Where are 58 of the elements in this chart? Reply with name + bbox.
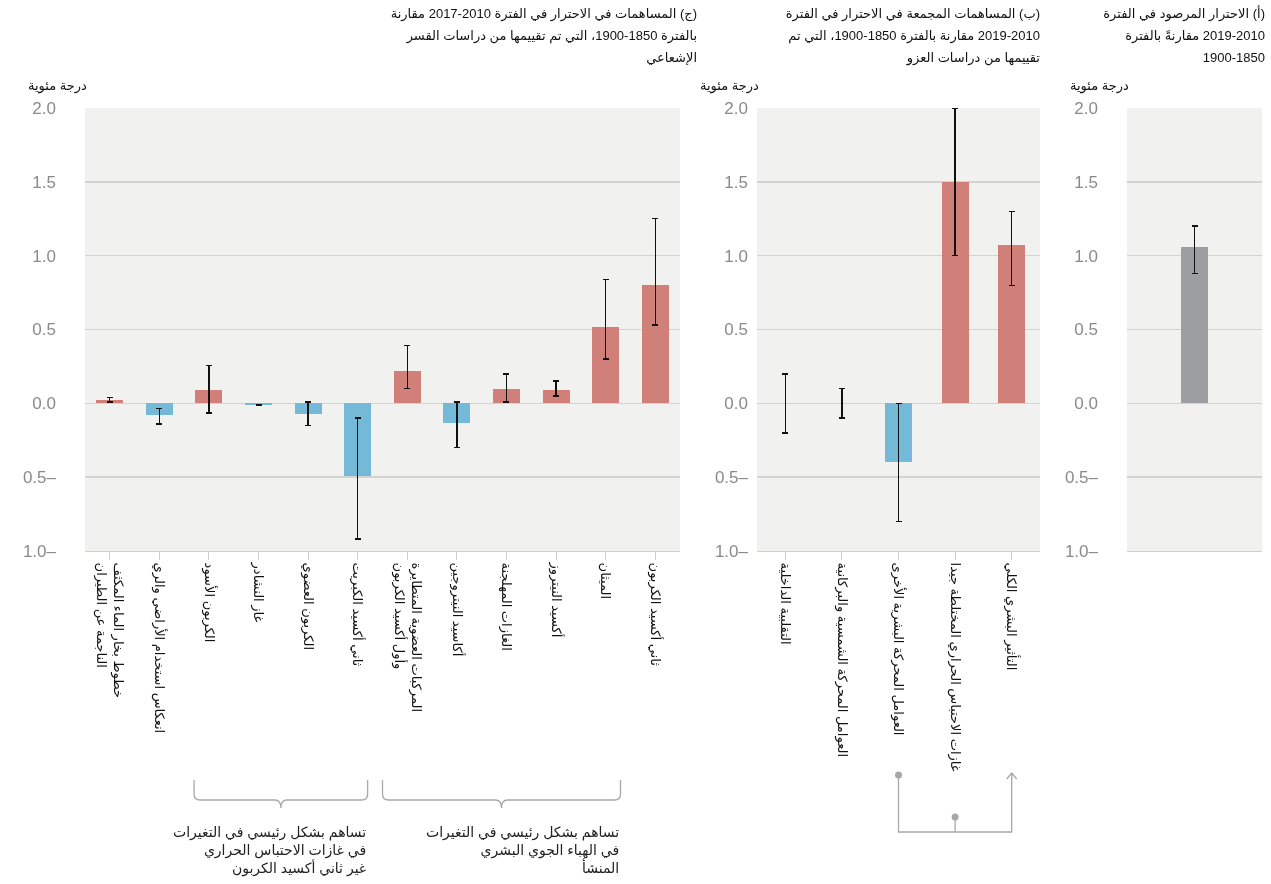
bar xyxy=(145,403,173,416)
x-tick-label: الكربون الأسود xyxy=(200,562,218,643)
x-tick-label: الغازات المهلجنة xyxy=(498,562,515,651)
x-tick-label: التأثير البشري الكلي xyxy=(1003,562,1022,671)
y-tick-label: 2.0 xyxy=(724,98,748,118)
x-tick-label: ثاني أكسيد الكربون xyxy=(646,562,664,667)
y-axis-title: درجة مئوية xyxy=(700,78,760,94)
x-tick-label: الكربون العضوي xyxy=(299,562,316,651)
y-tick-label: 0.5– xyxy=(1064,468,1099,488)
y-tick-label: 1.5 xyxy=(32,172,56,192)
bar xyxy=(592,326,620,404)
x-tick-label: غازات الاحتباس الحراري المختلطة جيدا xyxy=(946,562,963,772)
bar xyxy=(294,403,322,414)
x-tick-label: انعكاس استخدام الأراضي والري xyxy=(151,562,169,734)
y-tick-label: 1.5 xyxy=(1074,172,1098,192)
bar xyxy=(641,285,669,404)
y-tick-label: 0.0 xyxy=(1074,394,1098,414)
y-axis-title: درجة مئوية xyxy=(1070,78,1130,94)
x-tick-label: العوامل المحركة البشرية الأخرى xyxy=(890,562,908,736)
bar xyxy=(195,390,223,404)
x-tick-label: الميثان xyxy=(598,562,614,600)
y-tick-label: 0.0 xyxy=(724,394,748,414)
y-tick-label: 1.0– xyxy=(1064,541,1099,561)
y-tick-label: 0.0 xyxy=(32,394,56,414)
y-tick-label: 0.5– xyxy=(714,468,749,488)
bar xyxy=(941,181,969,404)
bar xyxy=(998,245,1026,404)
text: تساهم بشكل رئيسي في التغيرات في غازات الاحتباس الحراري غير ثاني أكسيد الكربون xyxy=(173,824,367,878)
y-tick-label: 2.0 xyxy=(1074,98,1098,118)
y-tick-label: 1.0 xyxy=(32,246,56,266)
chart-title: (ج) المساهمات في الاحترار في الفترة 2010-2017 مقارنة بالفترة 1850-1900، التي تم تقييمها من دراسات القسر الإشعاعي xyxy=(389,5,697,67)
y-tick-label: 1.0 xyxy=(724,246,748,266)
x-tick-label: المركبات العضوية المتطايرة وأول أكسيد الكربون xyxy=(390,562,424,713)
x-tick-label: غاز النشادر xyxy=(250,561,267,623)
text: تساهم بشكل رئيسي في التغيرات في الهباء الجوي البشري المنشأ xyxy=(426,824,620,877)
chart-title: (ب) المساهمات المجمعة في الاحترار في الفترة 2010-2019 مقارنة بالفترة 1850-1900، التي تم تقييمها من دراسات العزو xyxy=(784,5,1040,68)
chart-title: (أ) الاحترار المرصود في الفترة 2010-2019 مقارنةً بالفترة 1850-1900 xyxy=(1102,4,1265,67)
y-tick-label: 0.5– xyxy=(22,468,57,488)
y-tick-label: 0.5 xyxy=(32,320,56,340)
bar xyxy=(344,403,372,476)
x-tick-label: أكاسيد النيتروجين xyxy=(448,562,466,657)
bar xyxy=(393,370,421,404)
y-tick-label: 1.0– xyxy=(22,541,57,561)
bar xyxy=(443,403,471,423)
bar xyxy=(542,390,570,404)
x-tick-label: خطوط بخار الماء المكثف الناجمة عن الطيران xyxy=(93,562,127,698)
y-tick-label: 0.5 xyxy=(724,320,748,340)
x-tick-label: التقلبية الداخلية xyxy=(778,562,794,645)
x-tick-label: العوامل المحركة الشمسية والبركانية xyxy=(833,562,850,758)
y-tick-label: 1.0– xyxy=(714,541,749,561)
y-tick-label: 0.5 xyxy=(1074,320,1098,340)
x-tick-label: ثاني أكسيد الكبريت xyxy=(349,562,367,667)
x-tick-label: أكسيد النيتروز xyxy=(547,561,565,638)
y-axis-title: درجة مئوية xyxy=(28,78,88,94)
bar xyxy=(885,403,912,463)
y-tick-label: 1.5 xyxy=(724,172,748,192)
y-tick-label: 1.0 xyxy=(1074,246,1098,266)
y-tick-label: 2.0 xyxy=(32,98,56,118)
